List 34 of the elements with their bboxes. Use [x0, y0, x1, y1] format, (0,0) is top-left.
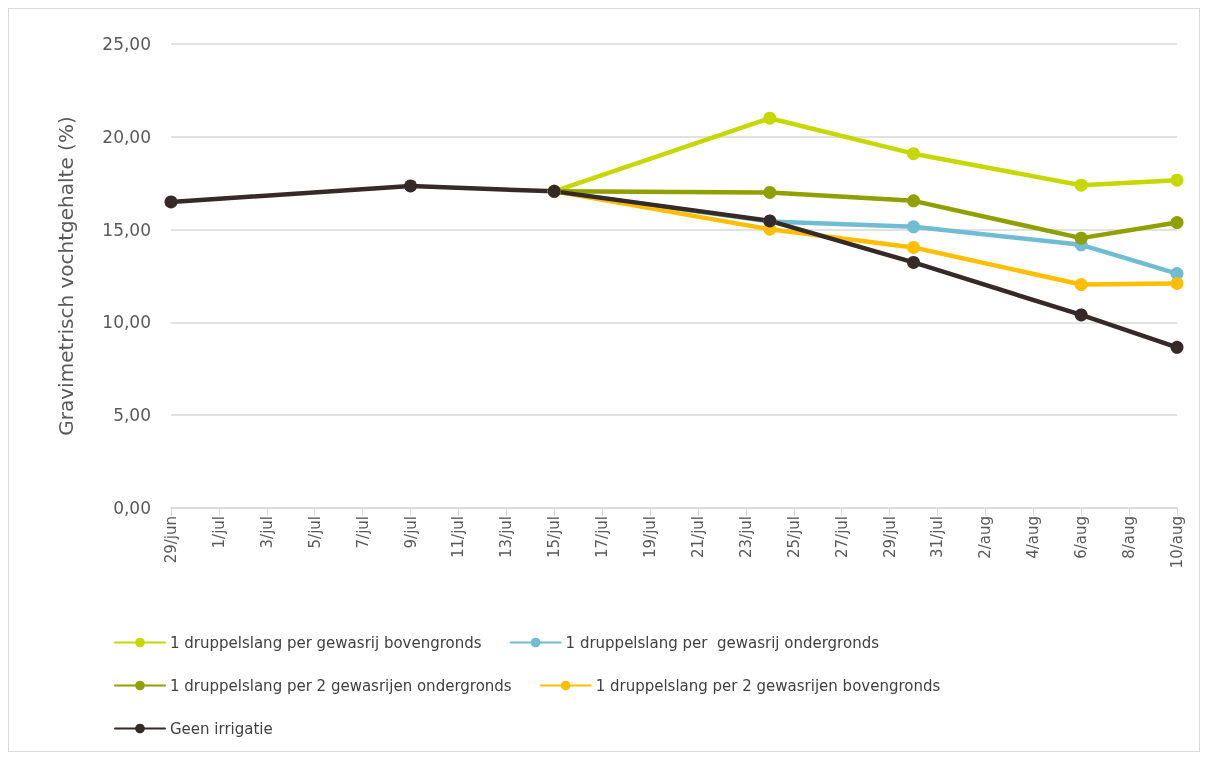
legend-label: 1 druppelslang per gewasrij ondergronds: [565, 633, 880, 652]
x-tick-label: 31/jul: [928, 516, 947, 558]
x-tick-label: 21/jul: [688, 516, 707, 558]
y-tick-label: 20,00: [102, 126, 151, 147]
x-tick-label: 23/jul: [736, 516, 755, 558]
x-tick-label: 2/aug: [976, 516, 995, 559]
y-axis-title: Gravimetrisch vochtgehalte (%): [54, 116, 78, 436]
y-tick-label: 10,00: [102, 312, 151, 333]
legend-label: 1 druppelslang per gewasrij bovengronds: [170, 633, 482, 652]
legend-label: 1 druppelslang per 2 gewasrijen bovengronds: [595, 676, 941, 695]
x-tick-label: 10/aug: [1168, 516, 1186, 569]
y-tick-label: 15,00: [102, 219, 151, 240]
x-tick-label: 29/jun: [162, 516, 180, 564]
y-tick-label: 0,00: [113, 498, 151, 518]
y-tick-label: 5,00: [113, 405, 151, 426]
x-tick-label: 19/jul: [641, 516, 660, 558]
legend-label: Geen irrigatie: [170, 719, 273, 738]
x-tick-label: 7/jul: [353, 516, 372, 549]
x-tick-label: 25/jul: [784, 516, 803, 558]
legend-label: 1 druppelslang per 2 gewasrijen ondergronds: [170, 676, 512, 695]
x-tick-label: 29/jul: [880, 516, 899, 558]
x-tick-label: 13/jul: [497, 516, 516, 558]
x-tick-label: 9/jul: [401, 516, 420, 549]
x-tick-label: 11/jul: [449, 516, 468, 558]
x-tick-label: 27/jul: [832, 516, 851, 558]
x-tick-label: 15/jul: [545, 516, 564, 558]
x-tick-label: 8/aug: [1120, 516, 1139, 559]
y-tick-label: 25,00: [102, 34, 151, 54]
x-tick-label: 1/jul: [209, 516, 228, 549]
x-tick-label: 6/aug: [1072, 516, 1091, 559]
x-tick-label: 5/jul: [305, 516, 324, 549]
x-tick-label: 4/aug: [1024, 516, 1043, 559]
x-tick-label: 17/jul: [593, 516, 612, 558]
x-tick-label: 3/jul: [257, 516, 276, 549]
